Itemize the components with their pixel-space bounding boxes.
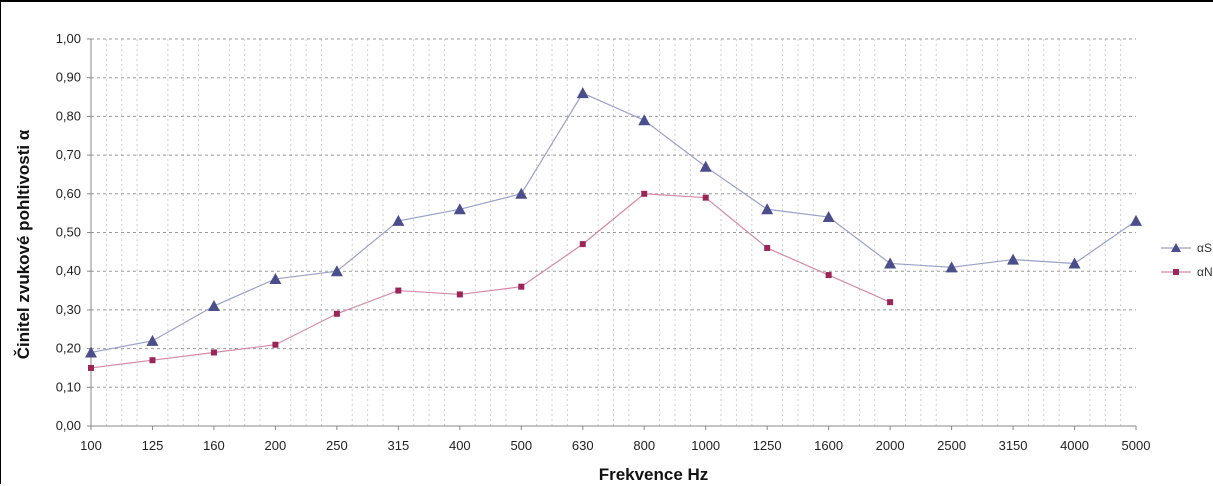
x-tick-label: 100 <box>80 438 102 453</box>
y-tick-label: 1,00 <box>56 31 81 46</box>
x-tick-label: 1000 <box>691 438 720 453</box>
y-tick-label: 0,40 <box>56 263 81 278</box>
y-tick-label: 0,80 <box>56 108 81 123</box>
data-point-2 <box>456 291 463 298</box>
x-tick-label: 4000 <box>1060 438 1089 453</box>
data-point-1 <box>884 257 897 269</box>
data-point-1 <box>85 346 97 358</box>
data-point-1 <box>1130 214 1142 226</box>
x-tick-label: 200 <box>265 438 287 453</box>
data-point-1 <box>515 187 528 199</box>
data-point-2 <box>518 283 525 290</box>
x-tick-label: 1250 <box>753 438 782 453</box>
data-point-1 <box>1007 253 1020 265</box>
data-point-2 <box>887 299 894 306</box>
data-point-1 <box>392 214 405 226</box>
x-tick-label: 2500 <box>937 438 966 453</box>
x-tick-label: 315 <box>388 438 410 453</box>
y-tick-label: 0,20 <box>56 341 81 356</box>
data-point-2 <box>333 310 340 317</box>
y-tick-label: 0,10 <box>56 379 81 394</box>
legend-label: αS <box>1197 241 1212 255</box>
legend-marker <box>1171 243 1181 252</box>
data-point-2 <box>641 190 648 197</box>
data-point-1 <box>699 160 712 172</box>
data-point-2 <box>764 244 771 251</box>
data-point-2 <box>149 357 156 364</box>
data-point-1 <box>945 261 958 273</box>
legend-marker <box>1173 269 1179 275</box>
x-axis-title: Frekvence Hz <box>599 465 709 484</box>
x-tick-label: 630 <box>572 438 594 453</box>
x-tick-label: 125 <box>142 438 164 453</box>
data-point-1 <box>576 87 589 99</box>
y-tick-label: 0,50 <box>56 225 81 240</box>
x-tick-label: 3150 <box>999 438 1028 453</box>
x-tick-label: 160 <box>203 438 225 453</box>
data-point-1 <box>330 265 343 277</box>
data-point-2 <box>88 364 94 371</box>
data-point-1 <box>207 300 220 312</box>
series-line-1 <box>90 92 1137 354</box>
data-point-2 <box>579 241 586 248</box>
y-tick-label: 0,70 <box>56 147 81 162</box>
data-point-1 <box>269 272 282 284</box>
x-tick-label: 800 <box>633 438 655 453</box>
y-tick-label: 0,30 <box>56 302 81 317</box>
y-axis-title: Činitel zvukové pohltivosti α <box>14 129 33 359</box>
x-tick-label: 250 <box>326 438 348 453</box>
legend-label: αN <box>1197 265 1213 279</box>
data-point-1 <box>146 334 159 346</box>
data-point-1 <box>822 211 835 223</box>
data-point-2 <box>825 272 832 279</box>
data-point-1 <box>638 114 651 126</box>
x-tick-label: 400 <box>449 438 471 453</box>
data-point-1 <box>761 203 774 215</box>
y-tick-label: 0,90 <box>56 70 81 85</box>
x-tick-label: 1600 <box>814 438 843 453</box>
x-tick-label: 5000 <box>1122 438 1151 453</box>
series-line-2 <box>90 193 891 369</box>
y-tick-label: 0,00 <box>56 418 81 433</box>
data-point-2 <box>395 287 402 294</box>
y-tick-label: 0,60 <box>56 186 81 201</box>
x-tick-label: 500 <box>510 438 532 453</box>
data-point-1 <box>453 203 466 215</box>
data-point-2 <box>210 349 217 356</box>
data-point-2 <box>702 194 709 201</box>
x-tick-label: 2000 <box>876 438 905 453</box>
data-point-2 <box>272 341 279 348</box>
data-point-1 <box>1068 257 1081 269</box>
